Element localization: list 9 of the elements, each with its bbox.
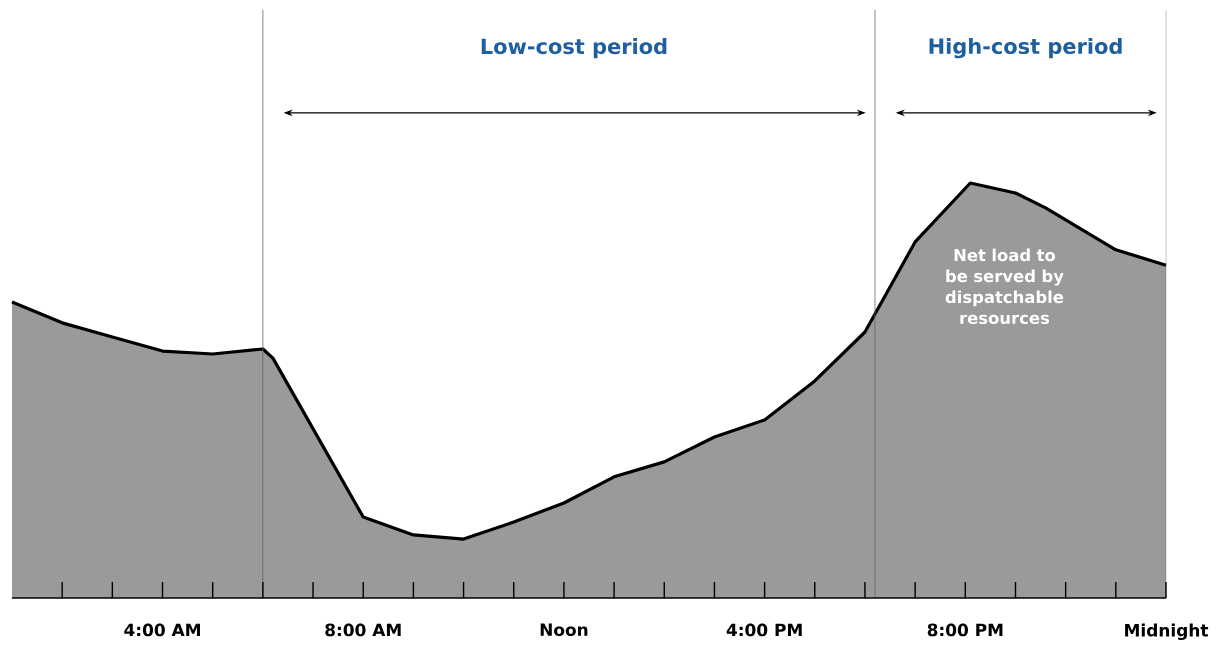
text: Low-cost period: [481, 38, 667, 59]
annotation: Net load to be served by dispatchable resources: [945, 248, 1064, 325]
x-tick-label: Midnight: [1125, 623, 1209, 641]
x-tick-label: 8:00 PM: [927, 623, 1003, 637]
x-tick-label: Noon: [540, 623, 588, 637]
text: High-cost period: [929, 37, 1122, 59]
x-tick-label: 8:00 AM: [325, 623, 401, 637]
x-tick-label: 4:00 PM: [726, 623, 802, 637]
x-tick-label: 4:00 AM: [124, 623, 200, 637]
